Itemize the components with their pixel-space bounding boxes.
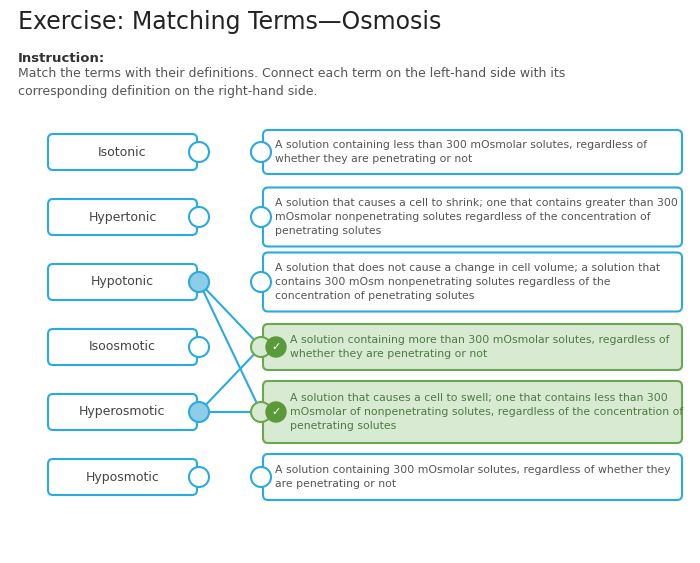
Text: Match the terms with their definitions. Connect each term on the left-hand side : Match the terms with their definitions. … — [18, 67, 566, 99]
Circle shape — [189, 142, 209, 162]
Circle shape — [189, 337, 209, 357]
Circle shape — [266, 402, 286, 422]
Text: A solution that does not cause a change in cell volume; a solution that
contains: A solution that does not cause a change … — [275, 263, 660, 301]
Text: Hypotonic: Hypotonic — [91, 275, 154, 288]
Circle shape — [251, 402, 271, 422]
Text: A solution containing 300 mOsmolar solutes, regardless of whether they
are penet: A solution containing 300 mOsmolar solut… — [275, 465, 671, 489]
FancyBboxPatch shape — [263, 381, 682, 443]
Text: Instruction:: Instruction: — [18, 52, 105, 65]
Text: Exercise: Matching Terms—Osmosis: Exercise: Matching Terms—Osmosis — [18, 10, 442, 34]
Text: Isoosmotic: Isoosmotic — [89, 341, 156, 354]
Text: Isotonic: Isotonic — [98, 145, 147, 159]
Text: Hyposmotic: Hyposmotic — [85, 471, 160, 484]
FancyBboxPatch shape — [48, 459, 197, 495]
FancyBboxPatch shape — [48, 134, 197, 170]
Circle shape — [189, 207, 209, 227]
FancyBboxPatch shape — [48, 264, 197, 300]
FancyBboxPatch shape — [48, 199, 197, 235]
Circle shape — [251, 467, 271, 487]
Text: A solution that causes a cell to shrink; one that contains greater than 300
mOsm: A solution that causes a cell to shrink;… — [275, 198, 678, 235]
Text: Hypertonic: Hypertonic — [88, 211, 157, 224]
Text: A solution that causes a cell to swell; one that contains less than 300
mOsmolar: A solution that causes a cell to swell; … — [290, 394, 683, 431]
Circle shape — [266, 337, 286, 357]
FancyBboxPatch shape — [263, 252, 682, 311]
Circle shape — [251, 142, 271, 162]
Text: ✓: ✓ — [272, 407, 281, 417]
Text: A solution containing more than 300 mOsmolar solutes, regardless of
whether they: A solution containing more than 300 mOsm… — [290, 335, 669, 359]
Text: ✓: ✓ — [272, 342, 281, 352]
FancyBboxPatch shape — [48, 394, 197, 430]
Circle shape — [251, 272, 271, 292]
Text: A solution containing less than 300 mOsmolar solutes, regardless of
whether they: A solution containing less than 300 mOsm… — [275, 140, 647, 164]
FancyBboxPatch shape — [48, 329, 197, 365]
Text: Hyperosmotic: Hyperosmotic — [79, 405, 166, 418]
Circle shape — [251, 207, 271, 227]
FancyBboxPatch shape — [263, 324, 682, 370]
FancyBboxPatch shape — [263, 187, 682, 247]
Circle shape — [189, 467, 209, 487]
FancyBboxPatch shape — [263, 454, 682, 500]
Circle shape — [251, 337, 271, 357]
FancyBboxPatch shape — [263, 130, 682, 174]
Circle shape — [189, 402, 209, 422]
Circle shape — [189, 272, 209, 292]
